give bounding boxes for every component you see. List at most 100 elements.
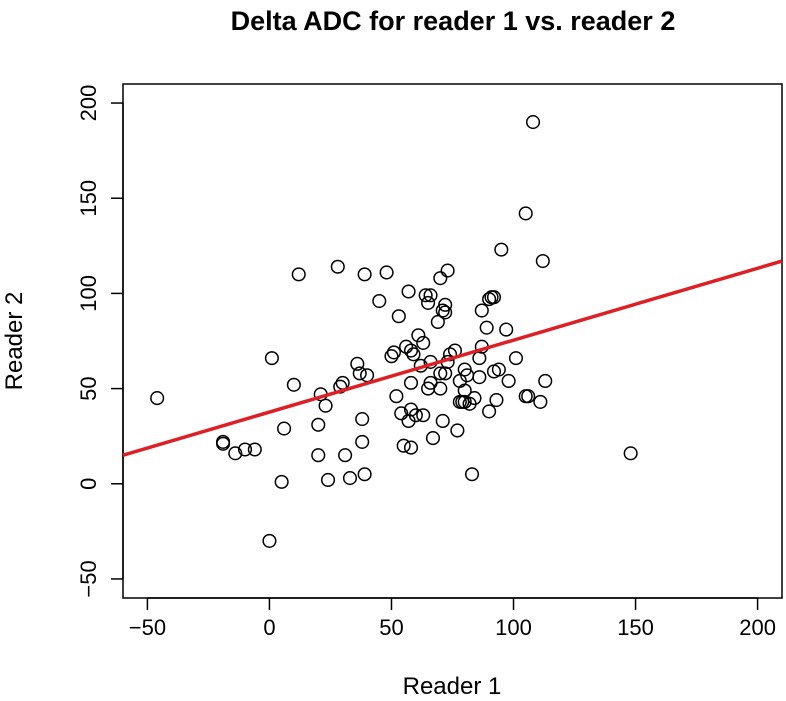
data-point <box>433 366 448 381</box>
data-point <box>262 533 277 548</box>
data-point <box>311 417 326 432</box>
data-point <box>518 206 533 221</box>
x-tick-label: 150 <box>617 615 654 640</box>
data-point <box>467 391 482 406</box>
data-point <box>486 290 502 305</box>
data-point <box>472 351 487 366</box>
data-point <box>491 362 506 377</box>
data-point <box>350 356 365 371</box>
data-point <box>237 442 253 457</box>
data-points <box>150 115 638 548</box>
data-point <box>464 467 480 482</box>
data-point <box>479 320 494 335</box>
data-point <box>474 303 489 318</box>
data-point <box>216 436 231 451</box>
data-point <box>277 421 292 436</box>
data-point <box>457 383 472 398</box>
data-point <box>396 438 411 453</box>
data-point <box>228 446 243 461</box>
data-point <box>379 265 394 280</box>
regression-line <box>122 259 783 457</box>
data-point <box>330 259 345 274</box>
data-point <box>538 373 553 389</box>
data-point <box>406 347 421 362</box>
data-point <box>247 442 262 457</box>
x-tick-label: 100 <box>495 615 532 640</box>
data-point <box>150 391 165 406</box>
data-point <box>338 448 353 463</box>
data-point <box>425 431 441 446</box>
data-point <box>525 115 541 130</box>
data-point <box>489 392 504 408</box>
data-point <box>403 375 419 390</box>
data-point <box>423 288 438 303</box>
data-point <box>352 366 367 381</box>
data-point <box>433 271 448 286</box>
data-point <box>399 339 414 354</box>
data-point <box>438 305 453 320</box>
y-axis-label: Reader 2 <box>1 292 28 391</box>
data-point <box>430 314 445 330</box>
y-tick-label: 150 <box>76 180 101 217</box>
data-point <box>421 295 436 310</box>
data-point <box>501 373 516 389</box>
data-point <box>416 335 431 350</box>
data-point <box>391 309 406 324</box>
data-point <box>438 297 453 312</box>
data-point <box>401 284 416 299</box>
data-point <box>386 345 401 360</box>
data-point <box>440 263 455 278</box>
x-tick-label: −50 <box>129 615 166 640</box>
data-point <box>311 448 326 463</box>
data-point <box>318 398 333 413</box>
data-point <box>360 368 375 383</box>
y-tick-label: 50 <box>76 376 101 400</box>
data-point <box>416 408 431 423</box>
data-point <box>291 267 306 282</box>
x-tick-label: 50 <box>379 615 403 640</box>
data-point <box>411 328 426 343</box>
x-tick-label: 0 <box>263 615 275 640</box>
plot-frame <box>122 83 783 599</box>
data-point <box>499 322 514 337</box>
data-point <box>533 394 548 409</box>
data-point <box>482 404 497 419</box>
data-point <box>355 412 370 427</box>
x-axis: −50 0 50 100 150 200 <box>129 597 776 640</box>
data-point <box>264 351 279 366</box>
data-point <box>623 446 638 461</box>
data-point <box>320 472 336 488</box>
data-point <box>357 267 372 282</box>
data-point <box>274 474 289 489</box>
data-point <box>372 293 387 309</box>
data-point <box>408 408 423 423</box>
data-point <box>355 434 370 449</box>
y-tick-label: 0 <box>76 478 101 490</box>
x-tick-label: 200 <box>739 615 776 640</box>
y-axis: −50 0 50 100 150 200 <box>76 85 124 598</box>
data-point <box>472 370 487 385</box>
data-point <box>494 242 509 257</box>
data-point <box>384 349 399 364</box>
y-tick-label: 200 <box>76 85 101 122</box>
regression-line-group <box>122 259 783 457</box>
data-point <box>521 389 536 404</box>
y-tick-label: 100 <box>76 275 101 312</box>
data-point <box>389 389 404 404</box>
chart-title: Delta ADC for reader 1 vs. reader 2 <box>231 6 676 36</box>
data-point <box>357 467 372 482</box>
data-point <box>403 343 419 358</box>
data-point <box>342 471 358 486</box>
data-point <box>450 423 465 438</box>
data-point <box>535 253 550 269</box>
data-point <box>335 375 350 390</box>
data-point <box>433 381 448 396</box>
data-point <box>435 413 450 429</box>
y-tick-label: −50 <box>76 560 101 597</box>
x-axis-label: Reader 1 <box>403 673 502 700</box>
data-point <box>508 351 524 366</box>
data-point <box>418 288 433 303</box>
data-point <box>394 406 409 421</box>
data-point <box>286 377 301 392</box>
